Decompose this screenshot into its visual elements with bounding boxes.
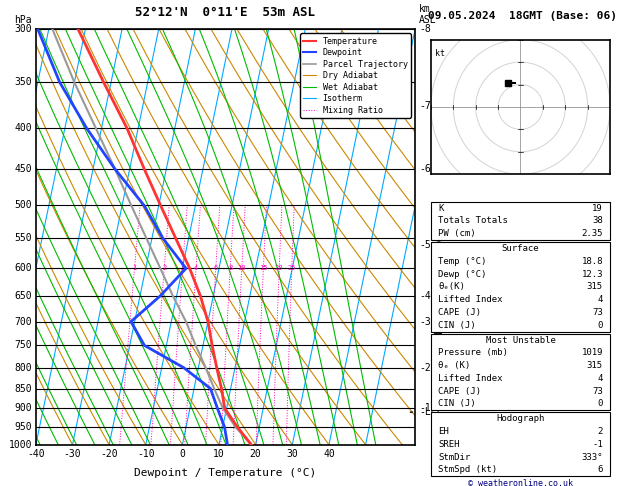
Text: 550: 550 — [14, 233, 32, 243]
Text: 20: 20 — [250, 449, 262, 459]
Text: 09.05.2024  18GMT (Base: 06): 09.05.2024 18GMT (Base: 06) — [428, 11, 616, 21]
Bar — [431, 334, 610, 410]
Text: © weatheronline.co.uk: © weatheronline.co.uk — [468, 479, 573, 486]
Text: -LCL: -LCL — [419, 407, 442, 417]
Text: CAPE (J): CAPE (J) — [438, 308, 481, 317]
Text: 1000: 1000 — [9, 440, 32, 450]
Bar — [431, 202, 610, 240]
Text: 2.35: 2.35 — [581, 229, 603, 238]
Bar — [431, 242, 610, 331]
Bar — [431, 413, 610, 476]
Text: Dewp (°C): Dewp (°C) — [438, 270, 486, 278]
Text: 4: 4 — [598, 295, 603, 304]
Text: 500: 500 — [14, 200, 32, 210]
Text: 30: 30 — [286, 449, 298, 459]
Text: 25: 25 — [287, 265, 296, 271]
Text: StmSpd (kt): StmSpd (kt) — [438, 466, 497, 474]
Text: CAPE (J): CAPE (J) — [438, 387, 481, 396]
Text: 40: 40 — [323, 449, 335, 459]
Text: 20: 20 — [275, 265, 284, 271]
Text: 315: 315 — [587, 282, 603, 291]
Text: EH: EH — [438, 427, 448, 436]
Text: -8: -8 — [419, 24, 431, 34]
Text: 650: 650 — [14, 291, 32, 301]
Text: 700: 700 — [14, 316, 32, 327]
Text: 19: 19 — [593, 204, 603, 212]
Text: 1019: 1019 — [581, 348, 603, 357]
Text: -10: -10 — [137, 449, 155, 459]
Text: -30: -30 — [64, 449, 81, 459]
Text: Lifted Index: Lifted Index — [438, 295, 503, 304]
Text: 38: 38 — [593, 216, 603, 226]
Text: 0: 0 — [179, 449, 186, 459]
Text: 2: 2 — [162, 265, 166, 271]
Text: 400: 400 — [14, 123, 32, 134]
Text: PW (cm): PW (cm) — [438, 229, 476, 238]
Text: K: K — [438, 204, 443, 212]
Text: 10: 10 — [238, 265, 246, 271]
Text: 8: 8 — [228, 265, 232, 271]
Legend: Temperature, Dewpoint, Parcel Trajectory, Dry Adiabat, Wet Adiabat, Isotherm, Mi: Temperature, Dewpoint, Parcel Trajectory… — [300, 34, 411, 118]
Text: 73: 73 — [593, 387, 603, 396]
Text: StmDir: StmDir — [438, 452, 470, 462]
Text: Most Unstable: Most Unstable — [486, 336, 555, 345]
Text: -4: -4 — [419, 291, 431, 301]
Text: 3: 3 — [181, 265, 185, 271]
Text: 333°: 333° — [581, 452, 603, 462]
Text: 4: 4 — [194, 265, 198, 271]
Text: Hodograph: Hodograph — [496, 415, 545, 423]
Text: 350: 350 — [14, 77, 32, 87]
Text: CIN (J): CIN (J) — [438, 399, 476, 408]
Text: Surface: Surface — [502, 244, 539, 253]
Text: 52°12'N  0°11'E  53m ASL: 52°12'N 0°11'E 53m ASL — [135, 6, 316, 19]
Text: -7: -7 — [419, 101, 431, 111]
Text: 850: 850 — [14, 383, 32, 394]
Text: 4: 4 — [598, 374, 603, 383]
Text: 0: 0 — [598, 321, 603, 330]
Text: 12.3: 12.3 — [581, 270, 603, 278]
Text: 73: 73 — [593, 308, 603, 317]
Text: SREH: SREH — [438, 440, 460, 449]
Text: 750: 750 — [14, 340, 32, 350]
Text: hPa: hPa — [14, 15, 32, 25]
Text: 0: 0 — [598, 399, 603, 408]
Text: θₑ(K): θₑ(K) — [438, 282, 465, 291]
Text: -2: -2 — [419, 363, 431, 373]
Text: 15: 15 — [259, 265, 267, 271]
Text: -5: -5 — [419, 240, 431, 250]
Text: 18.8: 18.8 — [581, 257, 603, 266]
Text: kt: kt — [435, 49, 445, 58]
Text: -20: -20 — [100, 449, 118, 459]
Text: Temp (°C): Temp (°C) — [438, 257, 486, 266]
Text: 950: 950 — [14, 422, 32, 432]
Text: Lifted Index: Lifted Index — [438, 374, 503, 383]
Text: 450: 450 — [14, 164, 32, 174]
Text: -1: -1 — [419, 403, 431, 413]
Text: -6: -6 — [419, 164, 431, 174]
Text: Dewpoint / Temperature (°C): Dewpoint / Temperature (°C) — [135, 468, 316, 478]
Text: -1: -1 — [593, 440, 603, 449]
Text: -40: -40 — [27, 449, 45, 459]
Text: 1: 1 — [132, 265, 136, 271]
Text: 800: 800 — [14, 363, 32, 373]
Text: Pressure (mb): Pressure (mb) — [438, 348, 508, 357]
Text: θₑ (K): θₑ (K) — [438, 361, 470, 370]
Text: 10: 10 — [213, 449, 225, 459]
Text: 2: 2 — [598, 427, 603, 436]
Text: 315: 315 — [587, 361, 603, 370]
Text: 900: 900 — [14, 403, 32, 413]
Text: 600: 600 — [14, 263, 32, 274]
Text: 6: 6 — [598, 466, 603, 474]
Text: Totals Totals: Totals Totals — [438, 216, 508, 226]
Text: 6: 6 — [214, 265, 218, 271]
Text: 300: 300 — [14, 24, 32, 34]
Text: CIN (J): CIN (J) — [438, 321, 476, 330]
Text: Mixing Ratio (g/kg): Mixing Ratio (g/kg) — [431, 237, 441, 348]
Text: -3: -3 — [419, 316, 431, 327]
Text: km
ASL: km ASL — [419, 4, 437, 25]
